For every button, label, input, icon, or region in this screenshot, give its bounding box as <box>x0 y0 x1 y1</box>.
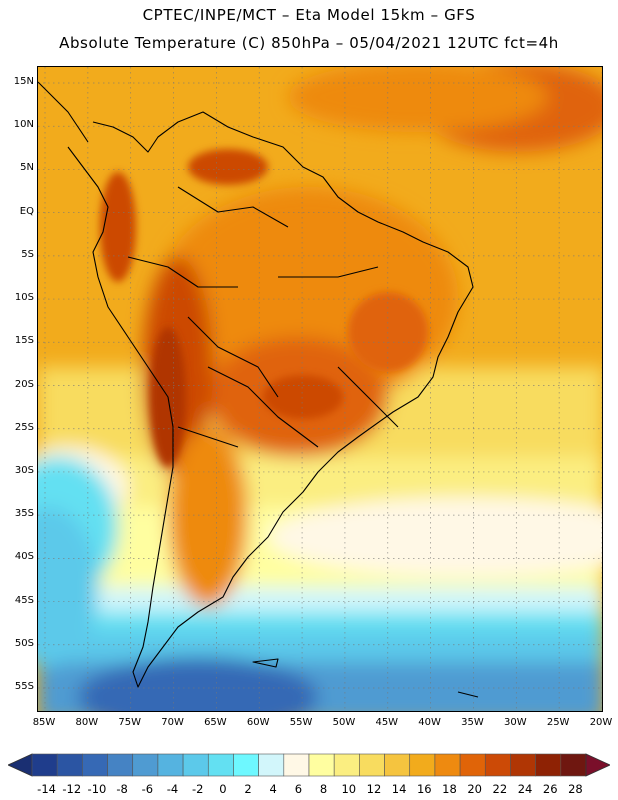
lat-label: 10N <box>13 119 34 131</box>
colorbar-swatch <box>107 753 134 777</box>
lon-label: 65W <box>204 717 227 728</box>
colorbar-label: 12 <box>366 782 382 796</box>
colorbar-label: 0 <box>219 782 227 796</box>
country-borders <box>127 186 399 448</box>
colorbar-label: -4 <box>166 782 179 796</box>
lon-label: 20W <box>589 717 613 728</box>
lat-label: 25S <box>14 421 34 433</box>
lon-label: 85W <box>32 717 56 728</box>
colorbar-label: 2 <box>244 782 252 796</box>
lon-label: 55W <box>289 717 313 728</box>
colorbar-label: -8 <box>116 782 128 796</box>
colorbar-swatch <box>182 753 209 777</box>
lat-label: 40S <box>14 551 34 563</box>
temperature-field <box>38 67 602 711</box>
colorbar-swatch <box>207 753 234 777</box>
chart-title: CPTEC/INPE/MCT – Eta Model 15km – GFS <box>142 6 476 24</box>
colorbar-swatch <box>308 753 335 777</box>
lat-label: 10S <box>14 292 34 304</box>
lon-label: 35W <box>461 717 484 728</box>
colorbar-swatch <box>258 753 285 777</box>
colorbar-label: 22 <box>492 782 508 796</box>
colorbar-label: 18 <box>442 782 457 796</box>
central-america-coast <box>38 81 89 143</box>
coastlines <box>38 81 479 698</box>
colorbar-label: 8 <box>319 782 328 796</box>
field-cream-east <box>268 497 602 577</box>
colorbar-low-arrow <box>8 753 33 777</box>
colorbar-label: 24 <box>517 782 533 796</box>
colorbar-label: 16 <box>416 782 432 796</box>
colorbar-swatch <box>56 753 83 777</box>
south-georgia <box>457 691 479 698</box>
lon-label: 80W <box>75 717 99 728</box>
lon-label: 75W <box>118 717 141 728</box>
lon-label: 70W <box>161 717 184 728</box>
temperature-colorbar <box>8 753 610 777</box>
lat-label: 35S <box>14 508 34 520</box>
colorbar-high-arrow <box>585 753 610 777</box>
colorbar-swatch <box>484 753 511 777</box>
colorbar-label: -2 <box>191 782 204 796</box>
colorbar-label: -10 <box>87 782 107 796</box>
lat-label: 30S <box>14 464 34 476</box>
colorbar-label: 20 <box>467 782 482 796</box>
field-hot-chaco <box>263 375 343 419</box>
colorbar-swatch <box>233 753 259 777</box>
lat-label: 45S <box>14 594 34 606</box>
lat-label: EQ <box>19 205 34 217</box>
colorbar-label: 6 <box>294 782 303 796</box>
falklands <box>252 658 279 668</box>
colorbar-swatch <box>510 753 536 777</box>
lat-label: 55S <box>14 681 34 692</box>
lat-label: 15N <box>13 76 34 87</box>
colorbar-swatch <box>535 753 562 777</box>
chart-subtitle: Absolute Temperature (C) 850hPa – 05/04/… <box>59 34 559 52</box>
lat-label: 15S <box>14 335 34 347</box>
lat-label: 5S <box>21 248 34 260</box>
field-deepblue <box>78 657 318 711</box>
colorbar-swatch <box>560 753 587 777</box>
colorbar-label: 28 <box>568 782 583 796</box>
colorbar-swatch <box>333 753 360 777</box>
colorbar-swatch <box>82 753 108 777</box>
lon-label: 30W <box>503 717 527 728</box>
lat-label: 5N <box>20 162 34 174</box>
colorbar-swatch <box>434 753 461 777</box>
colorbar-swatch <box>459 753 486 777</box>
colorbar-label: -6 <box>141 782 154 796</box>
colorbar-label: 10 <box>341 782 357 796</box>
field-hot-andes-north <box>100 172 136 282</box>
colorbar-swatch <box>409 753 436 777</box>
colorbar-label: -14 <box>37 782 56 796</box>
colorbar-label: 4 <box>269 782 277 796</box>
colorbar-swatch <box>157 753 184 777</box>
field-warm-south <box>168 427 248 607</box>
lat-label: 20S <box>14 378 34 390</box>
colorbar-swatch <box>359 753 385 777</box>
colorbar-label: 14 <box>391 782 407 796</box>
lon-label: 45W <box>375 717 399 728</box>
field-hot-venezuela <box>188 149 268 185</box>
lon-label: 60W <box>246 717 270 728</box>
colorbar-label: 26 <box>542 782 558 796</box>
colorbar-swatch <box>283 753 310 777</box>
temperature-map[interactable] <box>37 66 603 712</box>
lon-label: 40W <box>418 717 441 728</box>
lat-label: 50S <box>14 637 34 649</box>
south-america-coast <box>67 111 474 688</box>
lon-label: 25W <box>546 717 570 728</box>
map-canvas <box>38 67 602 711</box>
lon-label: 50W <box>332 717 356 728</box>
colorbar-swatch <box>384 753 411 777</box>
colorbar-swatch <box>31 753 58 777</box>
colorbar-swatch <box>132 753 159 777</box>
field-cold-west-blue <box>38 507 98 667</box>
colorbar-label: -12 <box>62 782 82 796</box>
